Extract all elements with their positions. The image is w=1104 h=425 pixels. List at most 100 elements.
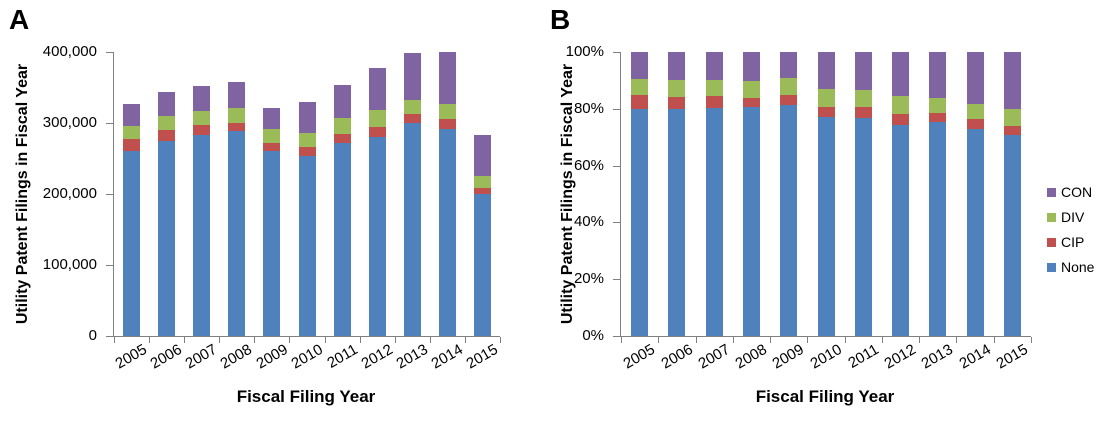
bar-segment-none-2008 bbox=[742, 106, 760, 336]
bar-segment-cip-2012 bbox=[368, 126, 386, 138]
x-tick-label-2006: 2006 bbox=[147, 341, 186, 373]
bar-segment-none-2013 bbox=[403, 123, 421, 336]
y-tick-label: 300,000 bbox=[42, 114, 97, 131]
bar-segment-cip-2008 bbox=[228, 123, 246, 131]
x-tick-label-2007: 2007 bbox=[695, 341, 733, 373]
panel-a-x-axis-title: Fiscal Filing Year bbox=[236, 387, 376, 406]
bar-segment-con-2015 bbox=[473, 135, 491, 176]
x-tick-mark bbox=[219, 337, 221, 343]
bar-segment-con-2010 bbox=[298, 102, 316, 133]
x-tick-mark bbox=[394, 337, 396, 343]
bar-segment-div-2011 bbox=[854, 89, 872, 108]
bar-segment-con-2011 bbox=[333, 84, 351, 119]
bar-segment-none-2011 bbox=[333, 142, 351, 336]
legend-swatch-div-icon bbox=[1047, 212, 1056, 222]
x-tick-mark bbox=[919, 337, 921, 343]
bar-segment-con-2008 bbox=[742, 52, 760, 82]
bar-segment-div-2008 bbox=[742, 81, 760, 99]
y-tick-mark bbox=[106, 265, 113, 266]
bar-segment-con-2005 bbox=[631, 52, 649, 79]
bar-segment-con-2007 bbox=[705, 52, 723, 81]
bar-segment-cip-2009 bbox=[780, 95, 798, 105]
bar-segment-cip-2012 bbox=[892, 113, 910, 125]
legend-label-con: CON bbox=[1061, 184, 1093, 200]
bar-segment-con-2009 bbox=[780, 52, 798, 79]
x-tick-label-2009: 2009 bbox=[253, 341, 291, 373]
panel-a-plot-area: 2005 2006 2007 2008 2009 2010 2011 2012 2013 2014… bbox=[106, 52, 501, 372]
legend-item-con: CON bbox=[1047, 184, 1094, 200]
bar-segment-div-2009 bbox=[263, 129, 281, 143]
y-tick-mark bbox=[613, 222, 620, 224]
bar-segment-none-2005 bbox=[631, 109, 649, 336]
bar-segment-none-2005 bbox=[123, 150, 141, 336]
panel-b-letter: B bbox=[550, 4, 571, 35]
bar-segment-div-2005 bbox=[123, 125, 141, 140]
bar-segment-con-2015 bbox=[1003, 52, 1021, 110]
bar-segment-none-2012 bbox=[892, 125, 910, 336]
x-tick-mark bbox=[184, 337, 186, 343]
bar-segment-cip-2010 bbox=[298, 147, 316, 156]
bar-segment-div-2011 bbox=[333, 118, 351, 134]
panel-a: A Utility Patent Filings in Fiscal Year … bbox=[0, 0, 550, 425]
y-tick-mark bbox=[613, 336, 620, 337]
bar-segment-none-2012 bbox=[368, 137, 386, 336]
x-tick-label-2008: 2008 bbox=[732, 341, 770, 373]
bar-segment-div-2010 bbox=[298, 132, 316, 148]
y-tick-mark bbox=[106, 194, 113, 195]
bar-segment-div-2013 bbox=[929, 98, 947, 114]
y-tick-mark bbox=[613, 52, 620, 53]
bar-segment-con-2012 bbox=[892, 52, 910, 97]
bar-segment-cip-2013 bbox=[403, 114, 421, 123]
bar-segment-div-2014 bbox=[966, 103, 984, 119]
x-tick-label-2015: 2015 bbox=[993, 341, 1031, 373]
bar-segment-none-2009 bbox=[780, 104, 798, 336]
bar-segment-cip-2007 bbox=[193, 125, 211, 136]
bar-segment-cip-2006 bbox=[158, 130, 176, 141]
bar-segment-none-2011 bbox=[854, 117, 872, 336]
bar-segment-cip-2009 bbox=[263, 142, 281, 151]
bar-segment-cip-2010 bbox=[817, 106, 835, 117]
bar-segment-con-2006 bbox=[668, 52, 686, 81]
y-tick-mark bbox=[613, 279, 620, 281]
bar-segment-cip-2015 bbox=[1003, 126, 1021, 136]
bar-segment-div-2009 bbox=[780, 78, 798, 96]
y-tick-label: 0 bbox=[88, 327, 97, 344]
y-tick-label: 400,000 bbox=[42, 43, 97, 60]
x-tick-label-2014: 2014 bbox=[428, 341, 466, 373]
panel-a-letter: A bbox=[9, 4, 30, 35]
legend-swatch-con-icon bbox=[1047, 187, 1056, 197]
bar-segment-cip-2014 bbox=[966, 118, 984, 129]
bar-segment-div-2014 bbox=[438, 103, 456, 119]
x-tick-label-2011: 2011 bbox=[845, 341, 882, 372]
bar-segment-none-2015 bbox=[1003, 135, 1021, 336]
x-tick-mark bbox=[149, 337, 151, 343]
y-tick-label: 80% bbox=[573, 99, 604, 117]
x-tick-label-2014: 2014 bbox=[956, 341, 994, 373]
bar-segment-none-2010 bbox=[817, 116, 835, 336]
bar-segment-none-2010 bbox=[298, 155, 316, 336]
legend-label-none: None bbox=[1061, 259, 1095, 275]
x-tick-label-2010: 2010 bbox=[807, 341, 845, 373]
panel-b-plot-area: 2005 2006 2007 2008 2009 2010 2011 2012 2013 2014… bbox=[613, 52, 1032, 372]
x-tick-label-2008: 2008 bbox=[217, 341, 256, 373]
bar-segment-none-2009 bbox=[263, 150, 281, 336]
bar-segment-cip-2013 bbox=[929, 113, 947, 122]
bar-segment-div-2015 bbox=[473, 175, 491, 188]
y-tick-mark bbox=[106, 123, 113, 124]
bar-segment-none-2014 bbox=[438, 128, 456, 336]
bar-segment-div-2007 bbox=[193, 110, 211, 126]
bar-segment-con-2013 bbox=[929, 52, 947, 99]
bar-segment-con-2009 bbox=[263, 108, 281, 130]
x-tick-label-2007: 2007 bbox=[182, 341, 221, 373]
bar-segment-div-2010 bbox=[817, 89, 835, 107]
bar-segment-cip-2007 bbox=[705, 96, 723, 108]
x-tick-mark bbox=[658, 337, 660, 343]
bar-segment-con-2010 bbox=[817, 52, 835, 90]
bar-segment-cip-2006 bbox=[668, 96, 686, 110]
bar-segment-div-2005 bbox=[631, 78, 649, 96]
y-tick-label: 200,000 bbox=[42, 185, 97, 202]
bar-segment-con-2014 bbox=[438, 52, 456, 104]
bar-segment-con-2006 bbox=[158, 91, 176, 116]
bar-segment-none-2007 bbox=[705, 107, 723, 336]
